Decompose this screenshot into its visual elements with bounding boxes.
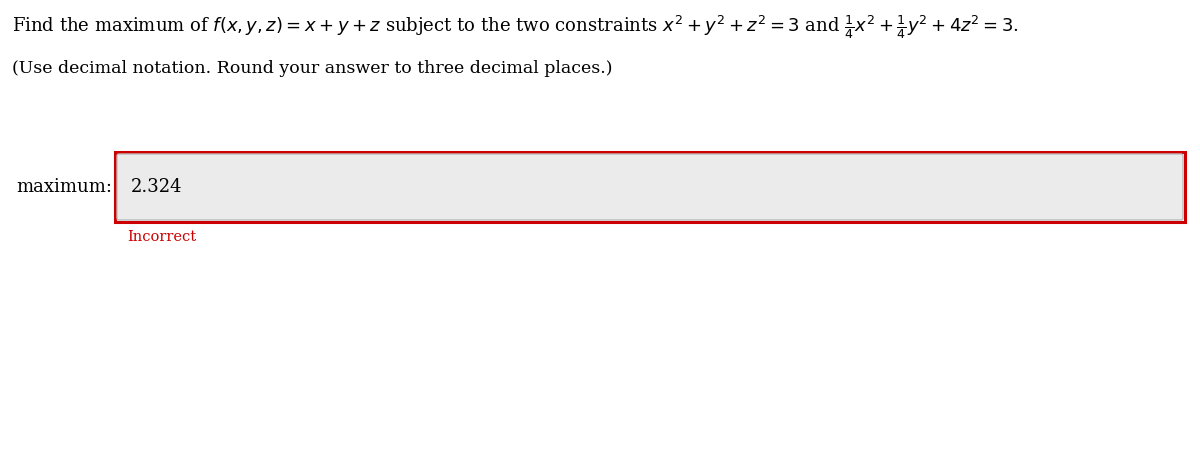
Text: Find the maximum of $f(x, y, z) = x + y + z$ subject to the two constraints $x^2: Find the maximum of $f(x, y, z) = x + y … xyxy=(12,13,1019,41)
Text: (Use decimal notation. Round your answer to three decimal places.): (Use decimal notation. Round your answer… xyxy=(12,60,612,77)
Text: maximum:: maximum: xyxy=(16,178,112,196)
FancyBboxPatch shape xyxy=(115,152,1186,222)
Text: 2.324: 2.324 xyxy=(131,178,182,196)
Text: Incorrect: Incorrect xyxy=(127,230,196,244)
FancyBboxPatch shape xyxy=(118,154,1183,220)
